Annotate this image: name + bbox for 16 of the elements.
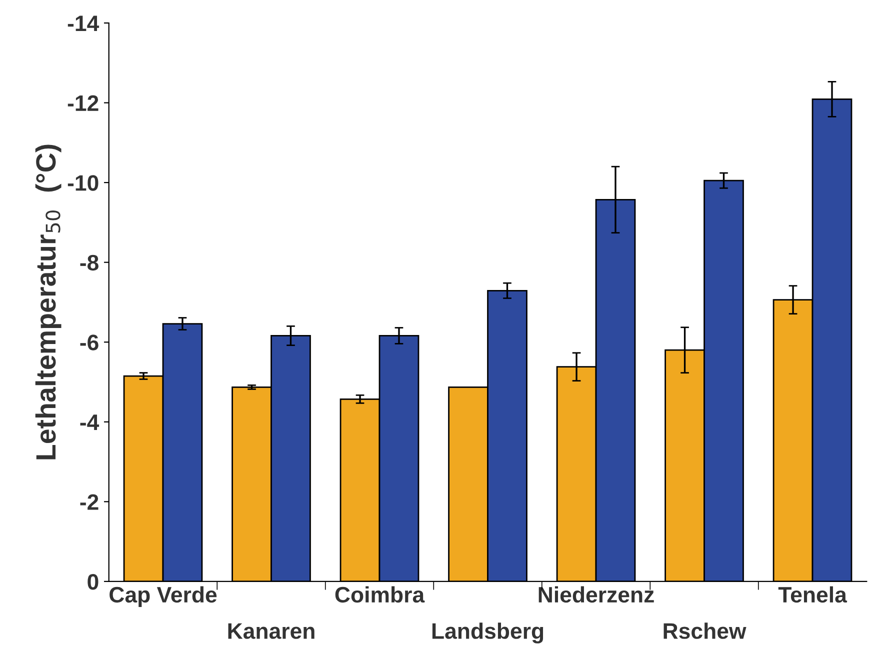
x-tick-label: Tenela [778, 586, 848, 603]
x-tick-label: Cap Verde [110, 586, 217, 608]
y-tick-label: 0 [88, 574, 98, 590]
y-tick-label: -8 [80, 254, 98, 271]
y-tick-label: -14 [68, 16, 100, 32]
y-tick-label: -12 [68, 95, 98, 111]
x-tick-label: Kanaren [228, 623, 314, 639]
x-tick-label: Coimbra [335, 586, 425, 603]
y-axis-title: Lethaltemperatur$_{50}$ (°C) [35, 144, 62, 460]
x-tick-label: Rschew [664, 622, 746, 639]
y-tick-label: -6 [80, 334, 98, 350]
y-tick-label: -2 [80, 494, 98, 510]
y-tick-label: -10 [68, 175, 98, 191]
x-tick-label: Landsberg [432, 622, 544, 644]
y-tick-label: -4 [80, 414, 100, 430]
x-tick-label: Niederzenz [538, 586, 654, 603]
